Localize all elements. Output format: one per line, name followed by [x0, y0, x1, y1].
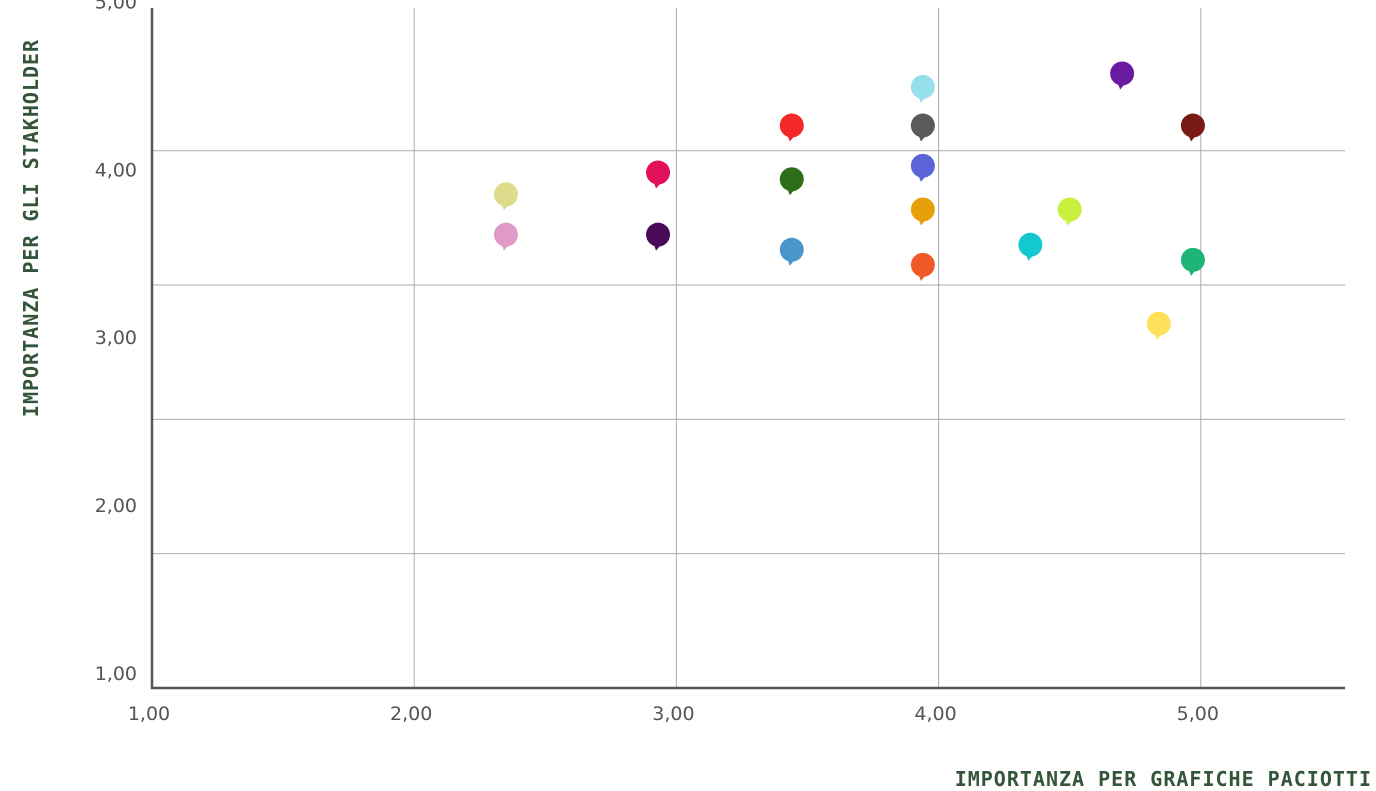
- y-tick-label-4: 5,00: [95, 0, 137, 13]
- data-point-16: [1180, 113, 1205, 142]
- data-point-11: [910, 252, 935, 281]
- data-point-4: [779, 113, 804, 142]
- y-tick-label-2: 3,00: [95, 327, 137, 349]
- y-axis-title: IMPORTANZA PER GLI STAKHOLDER: [19, 39, 43, 417]
- grid: [152, 8, 1345, 688]
- x-axis-title: IMPORTANZA PER GRAFICHE PACIOTTI: [955, 767, 1372, 791]
- data-point-17: [1180, 247, 1205, 276]
- x-tick-label-0: 1,00: [128, 703, 170, 725]
- x-tick-label-1: 2,00: [390, 703, 432, 725]
- x-tick-label-3: 4,00: [914, 703, 956, 725]
- x-tick-label-4: 5,00: [1177, 703, 1219, 725]
- y-tick-labels: 1,00 2,00 3,00 4,00 5,00: [95, 0, 137, 685]
- data-point-13: [1057, 197, 1082, 226]
- data-point-10: [910, 197, 935, 226]
- data-points: [493, 61, 1205, 340]
- data-point-15: [1146, 311, 1171, 340]
- data-point-5: [779, 167, 804, 196]
- y-tick-label-1: 2,00: [95, 495, 137, 517]
- data-point-1: [493, 222, 518, 251]
- data-point-0: [493, 182, 518, 211]
- data-point-2: [646, 160, 671, 189]
- data-point-3: [646, 222, 671, 251]
- data-point-7: [910, 74, 935, 103]
- data-point-14: [1110, 61, 1135, 90]
- data-point-8: [910, 113, 935, 142]
- data-point-12: [1018, 232, 1043, 261]
- x-tick-label-2: 3,00: [652, 703, 694, 725]
- x-tick-labels: 1,00 2,00 3,00 4,00 5,00: [128, 703, 1219, 725]
- y-tick-label-3: 4,00: [95, 159, 137, 181]
- y-tick-label-0: 1,00: [95, 663, 137, 685]
- axes: [150, 8, 1345, 690]
- data-point-6: [779, 237, 804, 266]
- data-point-9: [910, 153, 935, 182]
